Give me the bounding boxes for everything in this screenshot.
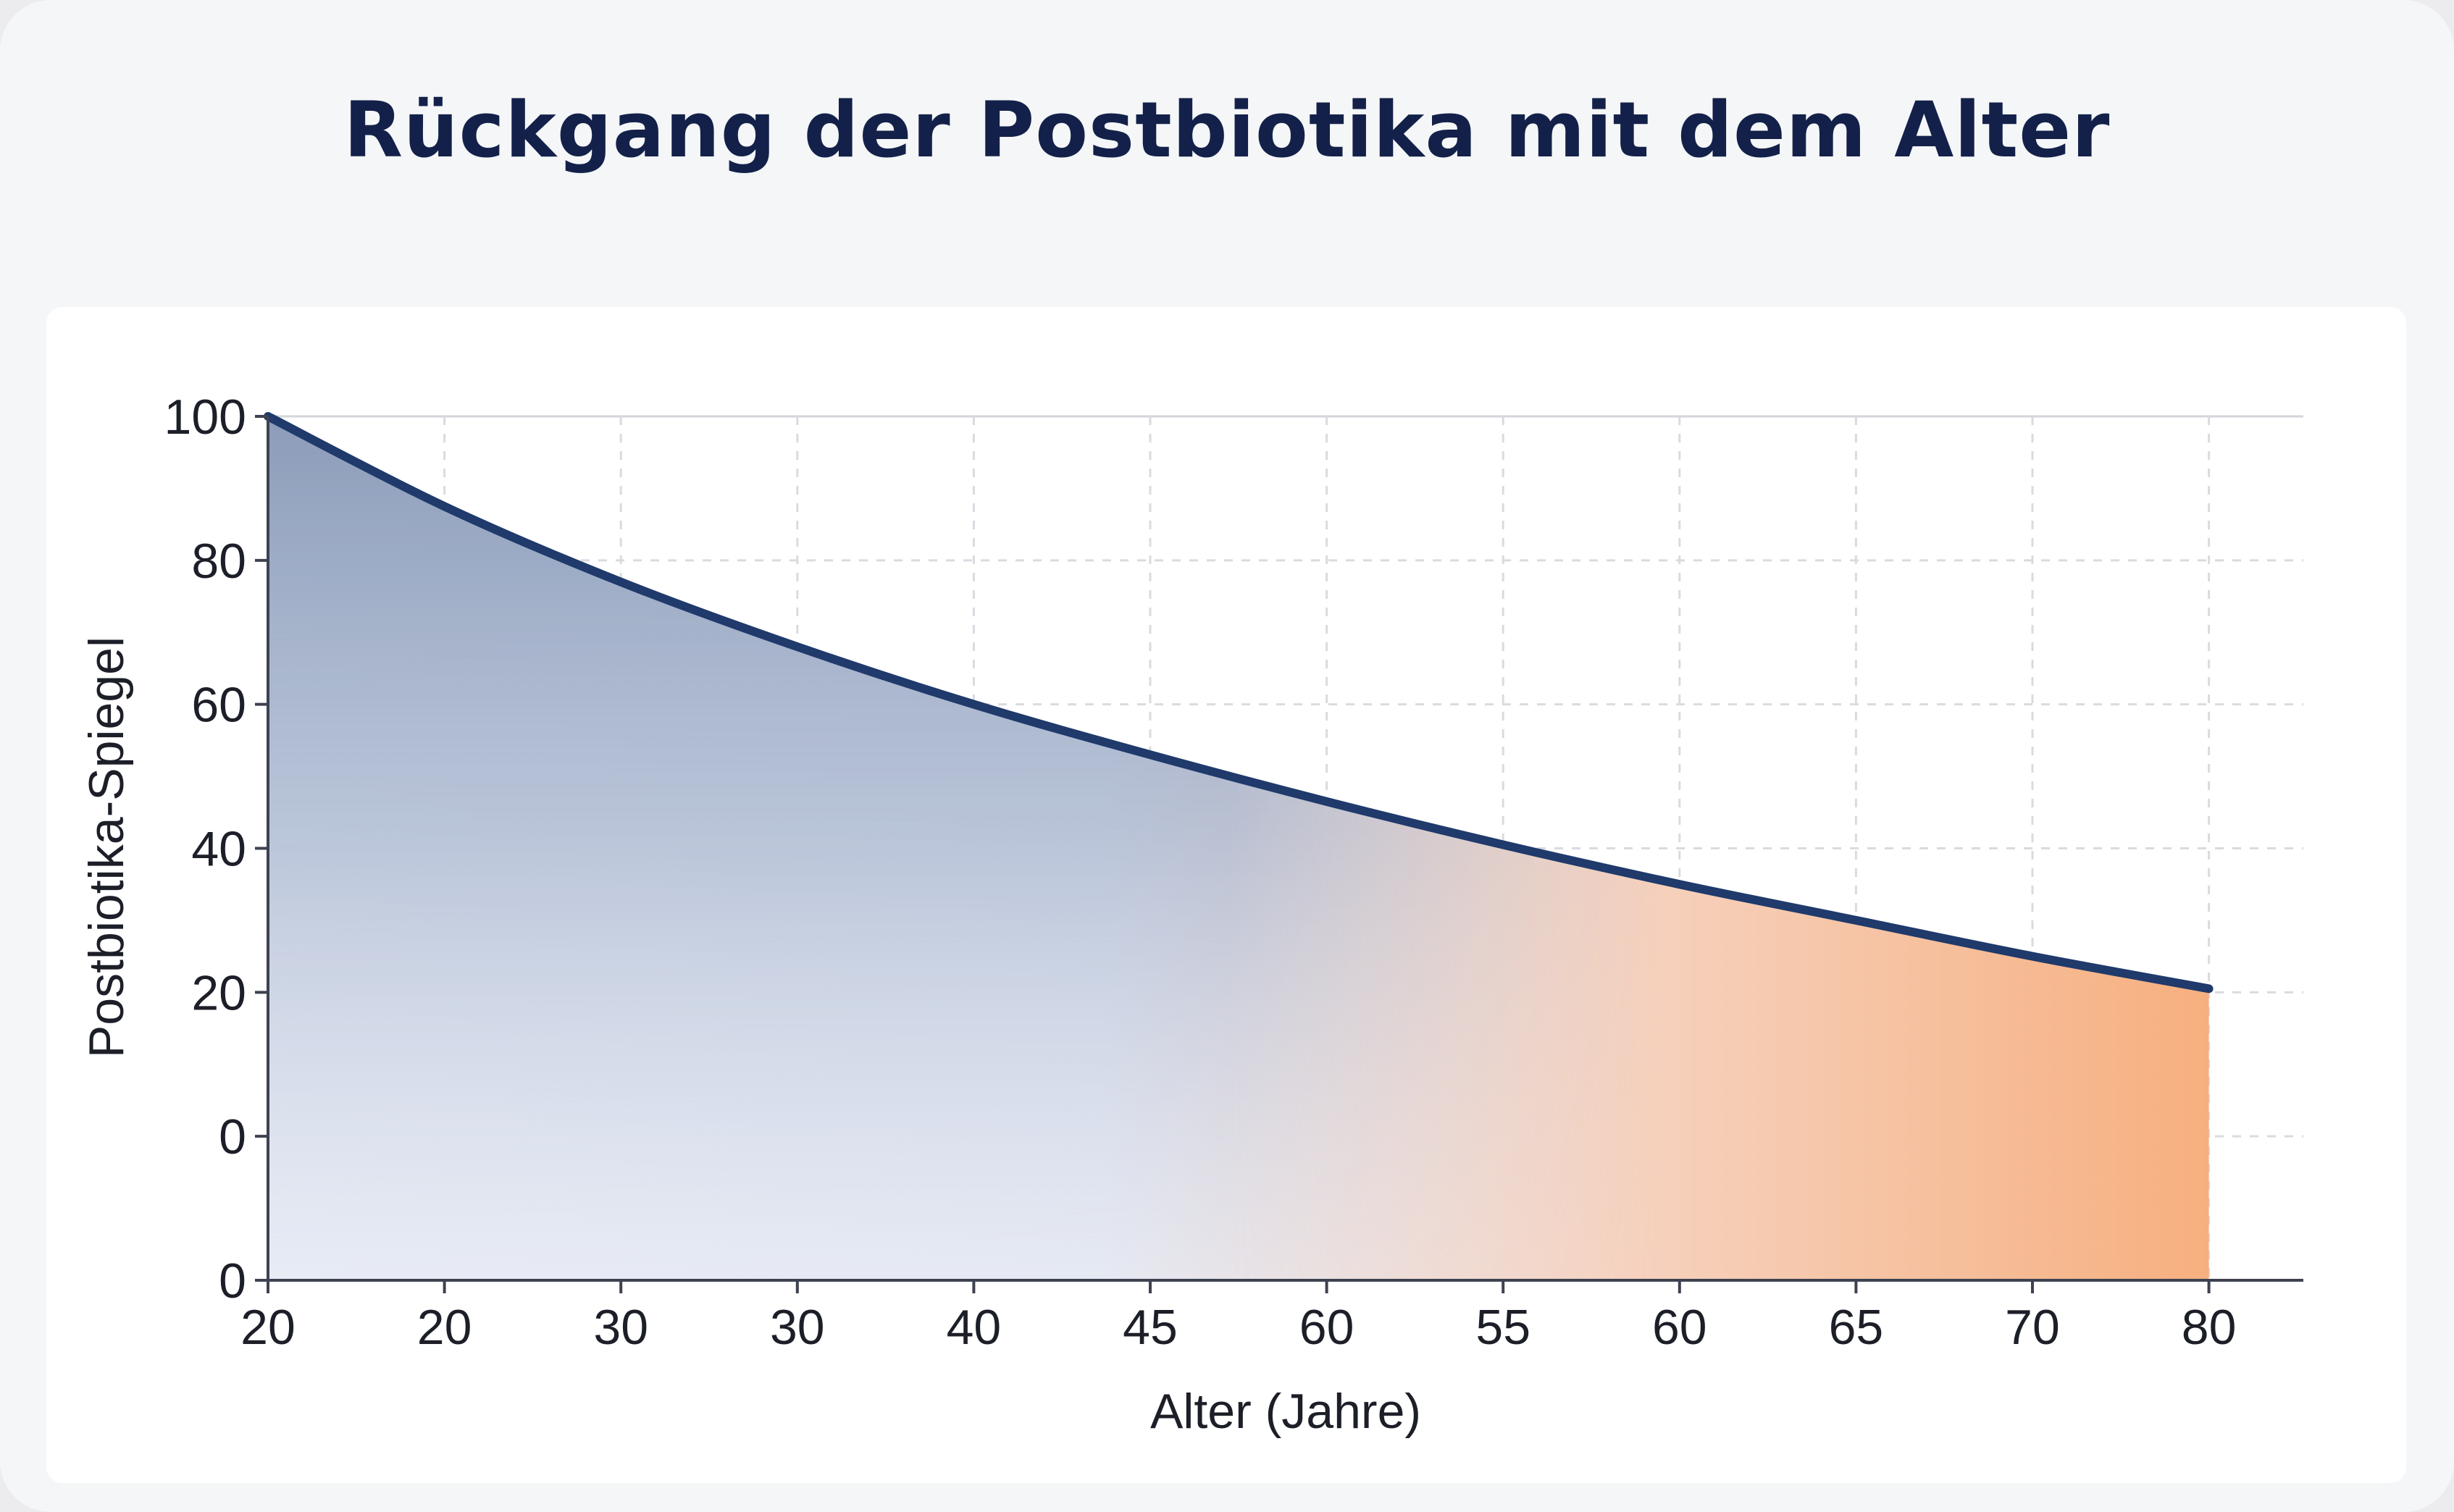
x-tick-label: 40	[947, 1300, 1002, 1355]
x-tick-label: 80	[2182, 1300, 2237, 1355]
x-tick-label: 60	[1299, 1300, 1354, 1355]
y-tick-label: 0	[219, 1253, 246, 1309]
y-axis-label: Postbiotika-Spiegel	[79, 637, 134, 1058]
chart-title: Rückgang der Postbiotika mit dem Alter	[343, 85, 2111, 175]
x-tick-label: 70	[2005, 1300, 2060, 1355]
y-tick-label: 100	[164, 390, 246, 445]
x-tick-label: 45	[1123, 1300, 1178, 1355]
y-tick-label: 40	[191, 822, 246, 877]
x-tick-label: 55	[1475, 1300, 1530, 1355]
x-tick-label: 30	[770, 1300, 825, 1355]
x-tick-label: 30	[593, 1300, 648, 1355]
y-tick-label: 0	[219, 1109, 246, 1164]
series-line	[264, 412, 2214, 994]
y-tick-label: 60	[191, 678, 246, 733]
x-tick-label: 20	[417, 1300, 472, 1355]
y-tick-label: 20	[191, 965, 246, 1020]
x-tick-label: 20	[240, 1300, 296, 1355]
x-tick-label: 60	[1652, 1300, 1707, 1355]
y-tick-label: 80	[191, 534, 246, 589]
x-axis-label: Alter (Jahre)	[1150, 1384, 1421, 1439]
x-tick-label: 65	[1829, 1300, 1884, 1355]
